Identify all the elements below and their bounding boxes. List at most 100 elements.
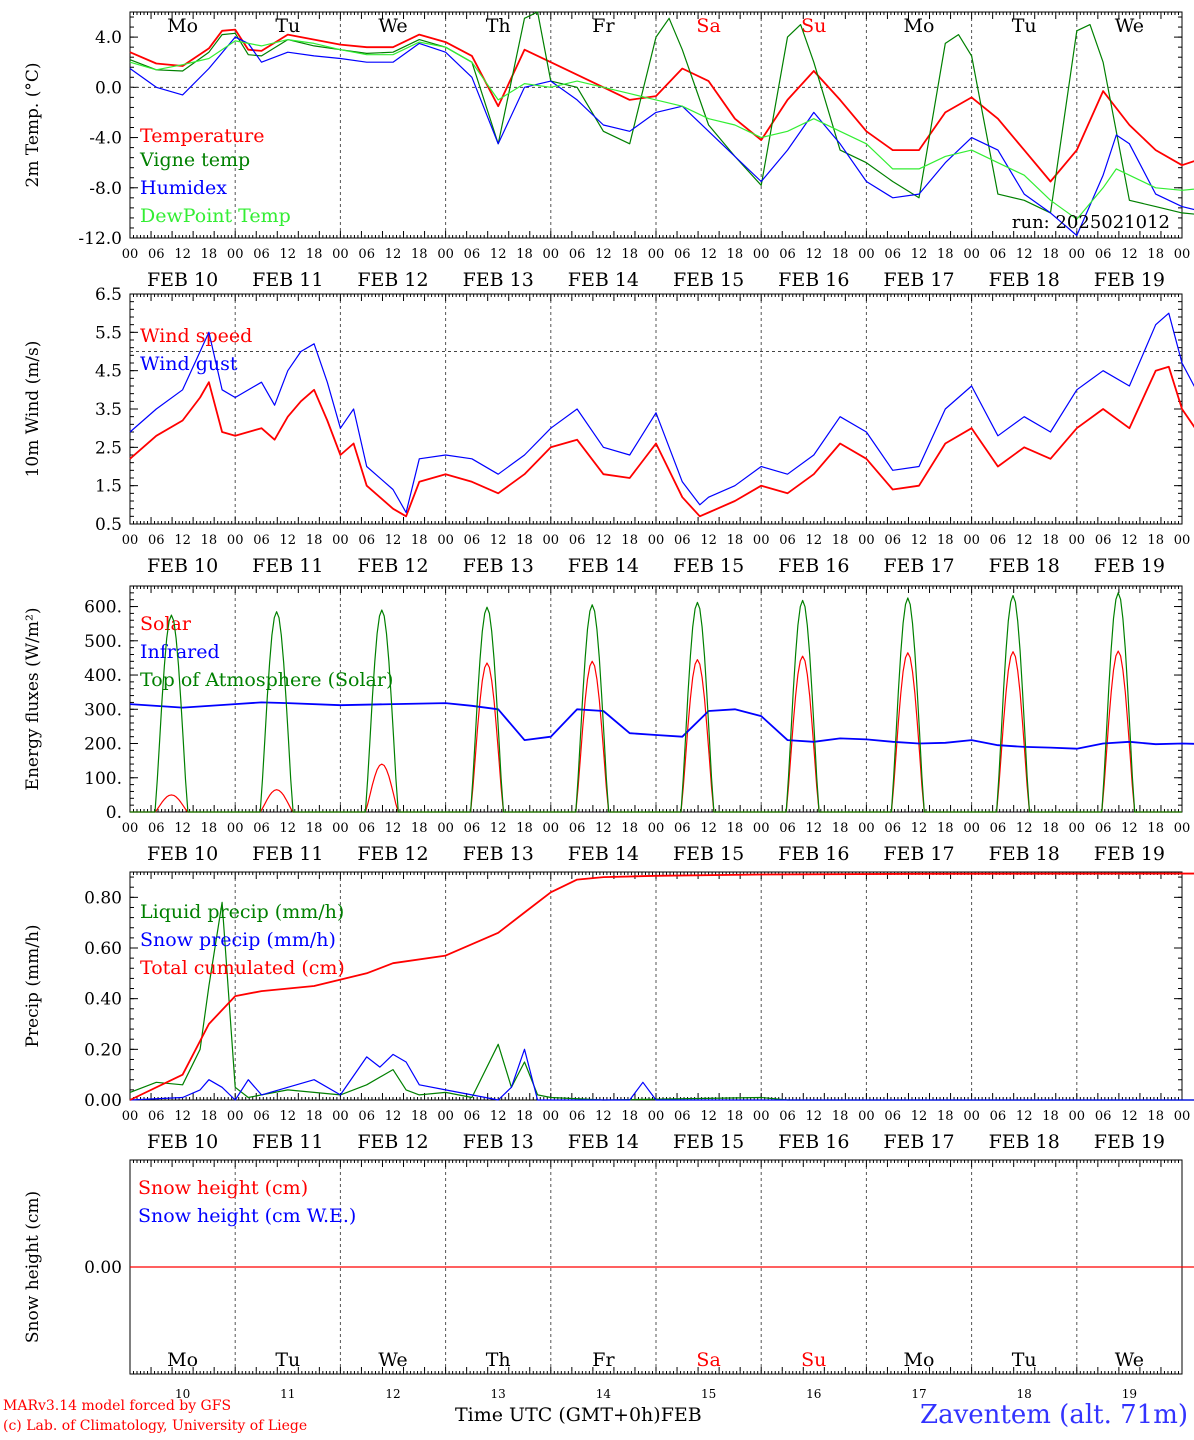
day-number-label: 10 [175, 1387, 190, 1401]
series-line-dewpoint-temp [129, 39, 1194, 220]
hour-tick-label: 12 [700, 821, 717, 836]
day-number-label: 16 [806, 1387, 821, 1401]
y-tick-label: -8.0 [89, 179, 122, 199]
hour-tick-label: 06 [253, 533, 270, 548]
hour-tick-label: 06 [358, 533, 375, 548]
legend-entry: DewPoint Temp [140, 205, 291, 227]
hour-tick-label: 06 [358, 247, 375, 262]
hour-tick-label: 06 [464, 533, 481, 548]
hour-tick-label: 06 [148, 821, 165, 836]
hour-tick-label: 12 [700, 1109, 717, 1124]
legend-entry: Temperature [140, 125, 264, 147]
hour-tick-label: 06 [884, 821, 901, 836]
hour-tick-label: 00 [122, 247, 139, 262]
hour-tick-label: 06 [569, 247, 586, 262]
hour-tick-label: 00 [858, 533, 875, 548]
series-line-snow-precip-mm-h- [129, 1048, 1194, 1101]
hour-tick-label: 00 [858, 247, 875, 262]
hour-tick-label: 18 [411, 1109, 428, 1124]
hour-tick-label: 12 [700, 247, 717, 262]
hour-tick-label: 06 [148, 1109, 165, 1124]
hour-tick-label: 12 [280, 821, 297, 836]
hour-tick-label: 00 [122, 821, 139, 836]
hour-tick-label: 06 [569, 821, 586, 836]
y-tick-label: 0.00 [84, 1258, 122, 1278]
date-label: FEB 17 [883, 269, 954, 291]
hour-tick-label: 18 [306, 533, 323, 548]
y-tick-label: 4.0 [95, 28, 122, 48]
y-tick-label: 3.5 [95, 400, 122, 420]
hour-tick-label: 06 [148, 247, 165, 262]
hour-tick-label: 12 [911, 821, 928, 836]
hour-tick-label: 12 [490, 533, 507, 548]
date-label: FEB 11 [252, 1131, 323, 1153]
hour-tick-label: 00 [543, 247, 560, 262]
hour-tick-label: 06 [990, 821, 1007, 836]
hour-tick-label: 00 [1174, 821, 1191, 836]
hour-tick-label: 06 [990, 247, 1007, 262]
hour-tick-label: 00 [858, 1109, 875, 1124]
date-label: FEB 13 [463, 269, 534, 291]
hour-tick-label: 06 [674, 821, 691, 836]
hour-tick-label: 12 [1121, 1109, 1138, 1124]
date-label: FEB 19 [1094, 843, 1165, 865]
day-of-week-label: Th [486, 15, 511, 37]
hour-tick-label: 12 [1016, 247, 1033, 262]
hour-tick-label: 18 [937, 247, 954, 262]
date-label: FEB 10 [147, 555, 218, 577]
day-number-label: 11 [280, 1387, 295, 1401]
date-label: FEB 10 [147, 269, 218, 291]
hour-tick-label: 18 [201, 821, 218, 836]
station-name: Zaventem (alt. 71m) [920, 1400, 1188, 1430]
date-label: FEB 17 [883, 1131, 954, 1153]
hour-tick-label: 06 [884, 533, 901, 548]
hour-tick-label: 00 [648, 821, 665, 836]
hour-tick-label: 18 [621, 247, 638, 262]
date-label: FEB 19 [1094, 269, 1165, 291]
legend-entry: Wind speed [140, 325, 252, 347]
date-label: FEB 17 [883, 843, 954, 865]
hour-tick-label: 00 [963, 247, 980, 262]
y-tick-label: 1.5 [95, 477, 122, 497]
hour-tick-label: 00 [648, 1109, 665, 1124]
hour-tick-label: 12 [174, 247, 191, 262]
hour-tick-label: 12 [595, 533, 612, 548]
date-label: FEB 15 [673, 843, 744, 865]
hour-tick-label: 00 [1069, 1109, 1086, 1124]
y-tick-label: 600. [84, 598, 122, 618]
hour-tick-label: 12 [595, 821, 612, 836]
hour-tick-label: 06 [779, 1109, 796, 1124]
day-of-week-label: Mo [167, 1349, 198, 1371]
y-tick-label: 0.00 [84, 1091, 122, 1111]
y-tick-label: 500. [84, 632, 122, 652]
hour-tick-label: 06 [779, 533, 796, 548]
hour-tick-label: 12 [280, 533, 297, 548]
date-label: FEB 17 [883, 555, 954, 577]
hour-tick-label: 18 [1147, 1109, 1164, 1124]
y-tick-label: -4.0 [89, 129, 122, 149]
day-number-label: 19 [1122, 1387, 1137, 1401]
hour-tick-label: 18 [1147, 533, 1164, 548]
hour-tick-label: 00 [1174, 247, 1191, 262]
hour-tick-label: 00 [963, 1109, 980, 1124]
hour-tick-label: 06 [990, 1109, 1007, 1124]
hour-tick-label: 18 [1147, 821, 1164, 836]
y-tick-label: 0.60 [84, 939, 122, 959]
panel-4: 0.80 0.60 0.40 0.20 0.00 Precip (mm/h) 00 06 12 1… [23, 871, 1194, 1153]
hour-tick-label: 00 [437, 247, 454, 262]
hour-tick-label: 12 [280, 1109, 297, 1124]
hour-tick-label: 06 [779, 247, 796, 262]
legend-entry: Wind gust [140, 353, 238, 375]
hour-tick-label: 18 [621, 1109, 638, 1124]
hour-tick-label: 06 [884, 247, 901, 262]
date-label: FEB 12 [357, 1131, 428, 1153]
hour-tick-label: 06 [1095, 247, 1112, 262]
hour-tick-label: 12 [385, 1109, 402, 1124]
hour-tick-label: 12 [174, 533, 191, 548]
date-label: FEB 19 [1094, 1131, 1165, 1153]
hour-tick-label: 12 [806, 247, 823, 262]
hour-tick-label: 06 [674, 533, 691, 548]
run-label: run: 2025021012 [1012, 212, 1170, 233]
day-of-week-label: We [1115, 1349, 1144, 1371]
